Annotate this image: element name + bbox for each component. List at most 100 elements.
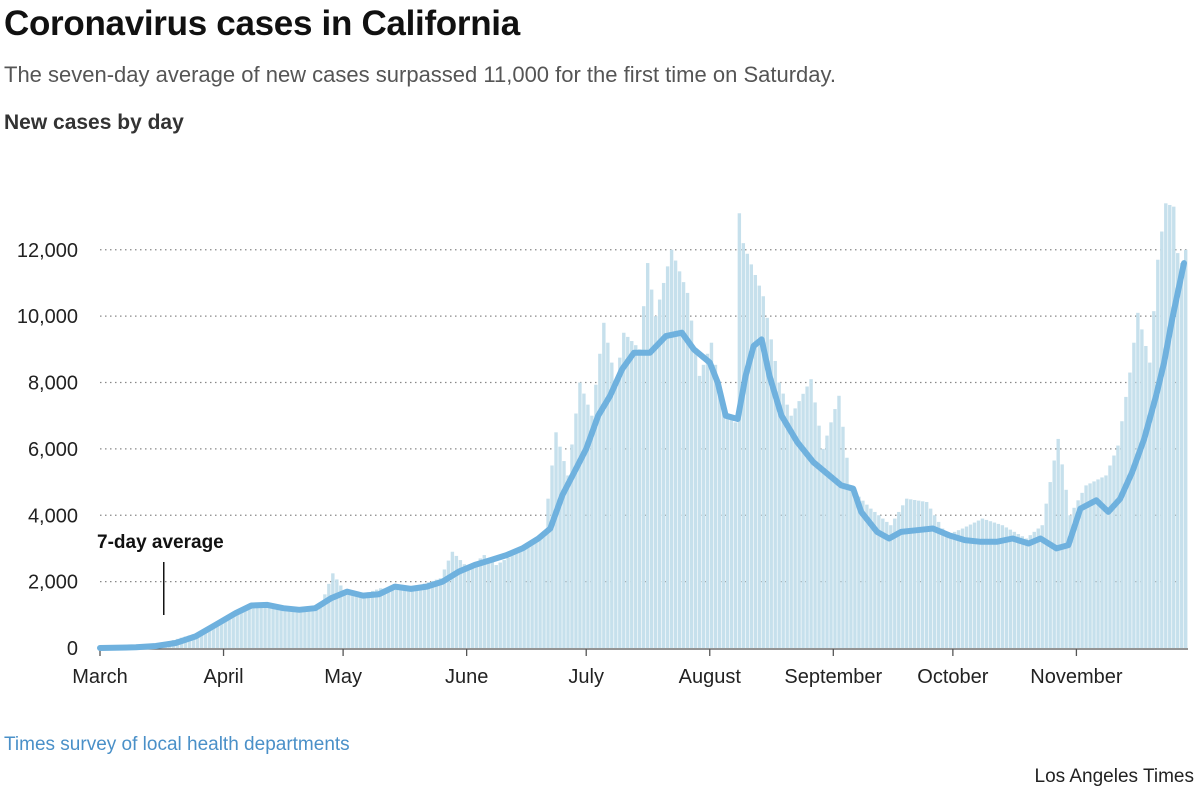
daily-bar xyxy=(347,592,351,648)
daily-bar xyxy=(1004,527,1009,648)
daily-bar xyxy=(765,317,769,648)
daily-bar xyxy=(1040,525,1044,648)
daily-bar xyxy=(586,404,590,648)
x-tick-label: November xyxy=(1030,666,1123,688)
daily-bar xyxy=(195,633,200,648)
daily-bar xyxy=(562,461,566,648)
daily-bar xyxy=(869,508,873,648)
daily-bar xyxy=(940,528,945,648)
daily-bar xyxy=(665,266,670,648)
daily-bar xyxy=(474,561,479,648)
daily-bar xyxy=(936,521,941,648)
daily-bar xyxy=(777,382,781,648)
daily-bar xyxy=(980,518,985,648)
x-tick-label: September xyxy=(784,666,882,688)
daily-bar xyxy=(191,634,196,648)
daily-bar xyxy=(1052,460,1056,648)
daily-bar xyxy=(1056,438,1060,648)
daily-bar xyxy=(657,299,662,648)
daily-bar xyxy=(984,519,989,648)
daily-bar xyxy=(773,360,777,648)
daily-bar xyxy=(749,264,753,648)
daily-bar xyxy=(988,521,993,648)
y-tick-label: 4,000 xyxy=(28,505,78,527)
daily-bar xyxy=(1072,507,1076,648)
daily-bar xyxy=(873,511,877,648)
daily-bar xyxy=(928,508,933,648)
daily-bar xyxy=(661,282,666,648)
daily-bar xyxy=(239,608,243,648)
daily-bar xyxy=(518,550,522,648)
daily-bar xyxy=(638,349,642,648)
daily-bar xyxy=(510,555,514,648)
daily-bar xyxy=(817,425,821,648)
daily-bar xyxy=(889,525,893,648)
y-tick-label: 8,000 xyxy=(28,373,78,395)
daily-bar xyxy=(713,364,718,648)
daily-bar xyxy=(478,558,482,648)
daily-bar xyxy=(470,565,475,648)
chart-title: Coronavirus cases in California xyxy=(4,4,520,43)
daily-bar xyxy=(753,275,757,648)
daily-bar xyxy=(199,631,204,648)
daily-bar xyxy=(606,342,610,648)
daily-bar xyxy=(745,253,750,648)
daily-bar xyxy=(494,565,498,648)
daily-bar xyxy=(1128,372,1132,648)
daily-bar xyxy=(885,521,889,648)
daily-bar xyxy=(1160,231,1164,648)
daily-bar xyxy=(442,569,447,648)
daily-bar xyxy=(976,520,981,648)
daily-bar xyxy=(1060,464,1064,648)
daily-bar xyxy=(689,320,694,648)
daily-bar xyxy=(1104,475,1108,648)
daily-bar xyxy=(785,404,789,648)
daily-bar xyxy=(1176,253,1180,648)
daily-bar xyxy=(359,594,363,648)
daily-bar xyxy=(1008,529,1013,648)
daily-bar xyxy=(968,524,973,648)
daily-bar xyxy=(901,505,905,648)
daily-bar xyxy=(1084,485,1088,648)
daily-bar xyxy=(414,585,419,648)
annotations: 7-day average xyxy=(97,532,224,615)
daily-bar xyxy=(861,500,865,648)
daily-bar xyxy=(697,375,702,648)
daily-bar xyxy=(434,579,439,648)
daily-bar xyxy=(1108,465,1112,648)
daily-bar xyxy=(1076,500,1080,648)
daily-bar xyxy=(422,583,427,648)
daily-bar xyxy=(1132,342,1136,648)
daily-bar xyxy=(853,492,857,648)
daily-bar xyxy=(259,604,263,648)
daily-bar xyxy=(526,545,530,648)
daily-bar xyxy=(729,417,734,648)
daily-bar xyxy=(438,578,443,648)
daily-bar xyxy=(1148,362,1152,648)
daily-bar xyxy=(634,345,638,648)
daily-bar xyxy=(1028,535,1032,648)
daily-bar xyxy=(406,587,411,648)
daily-bar xyxy=(857,496,861,648)
daily-bar xyxy=(315,606,319,648)
daily-bar xyxy=(534,538,538,648)
daily-bar xyxy=(964,526,969,648)
daily-bar xyxy=(582,393,586,648)
daily-bar xyxy=(542,531,546,648)
daily-bar xyxy=(402,588,407,648)
daily-bar xyxy=(367,592,371,648)
daily-bar xyxy=(247,606,251,648)
daily-bar xyxy=(211,626,215,648)
daily-bar xyxy=(243,607,247,648)
daily-bar xyxy=(251,606,255,648)
daily-bar xyxy=(1152,311,1156,648)
daily-bar xyxy=(454,555,459,648)
daily-bar xyxy=(673,260,678,648)
daily-bar xyxy=(390,589,395,648)
daily-bar xyxy=(821,448,825,648)
daily-bar xyxy=(506,557,510,648)
daily-bar xyxy=(299,611,303,648)
daily-bar xyxy=(920,501,925,648)
source-note: Times survey of local health departments xyxy=(4,734,350,755)
